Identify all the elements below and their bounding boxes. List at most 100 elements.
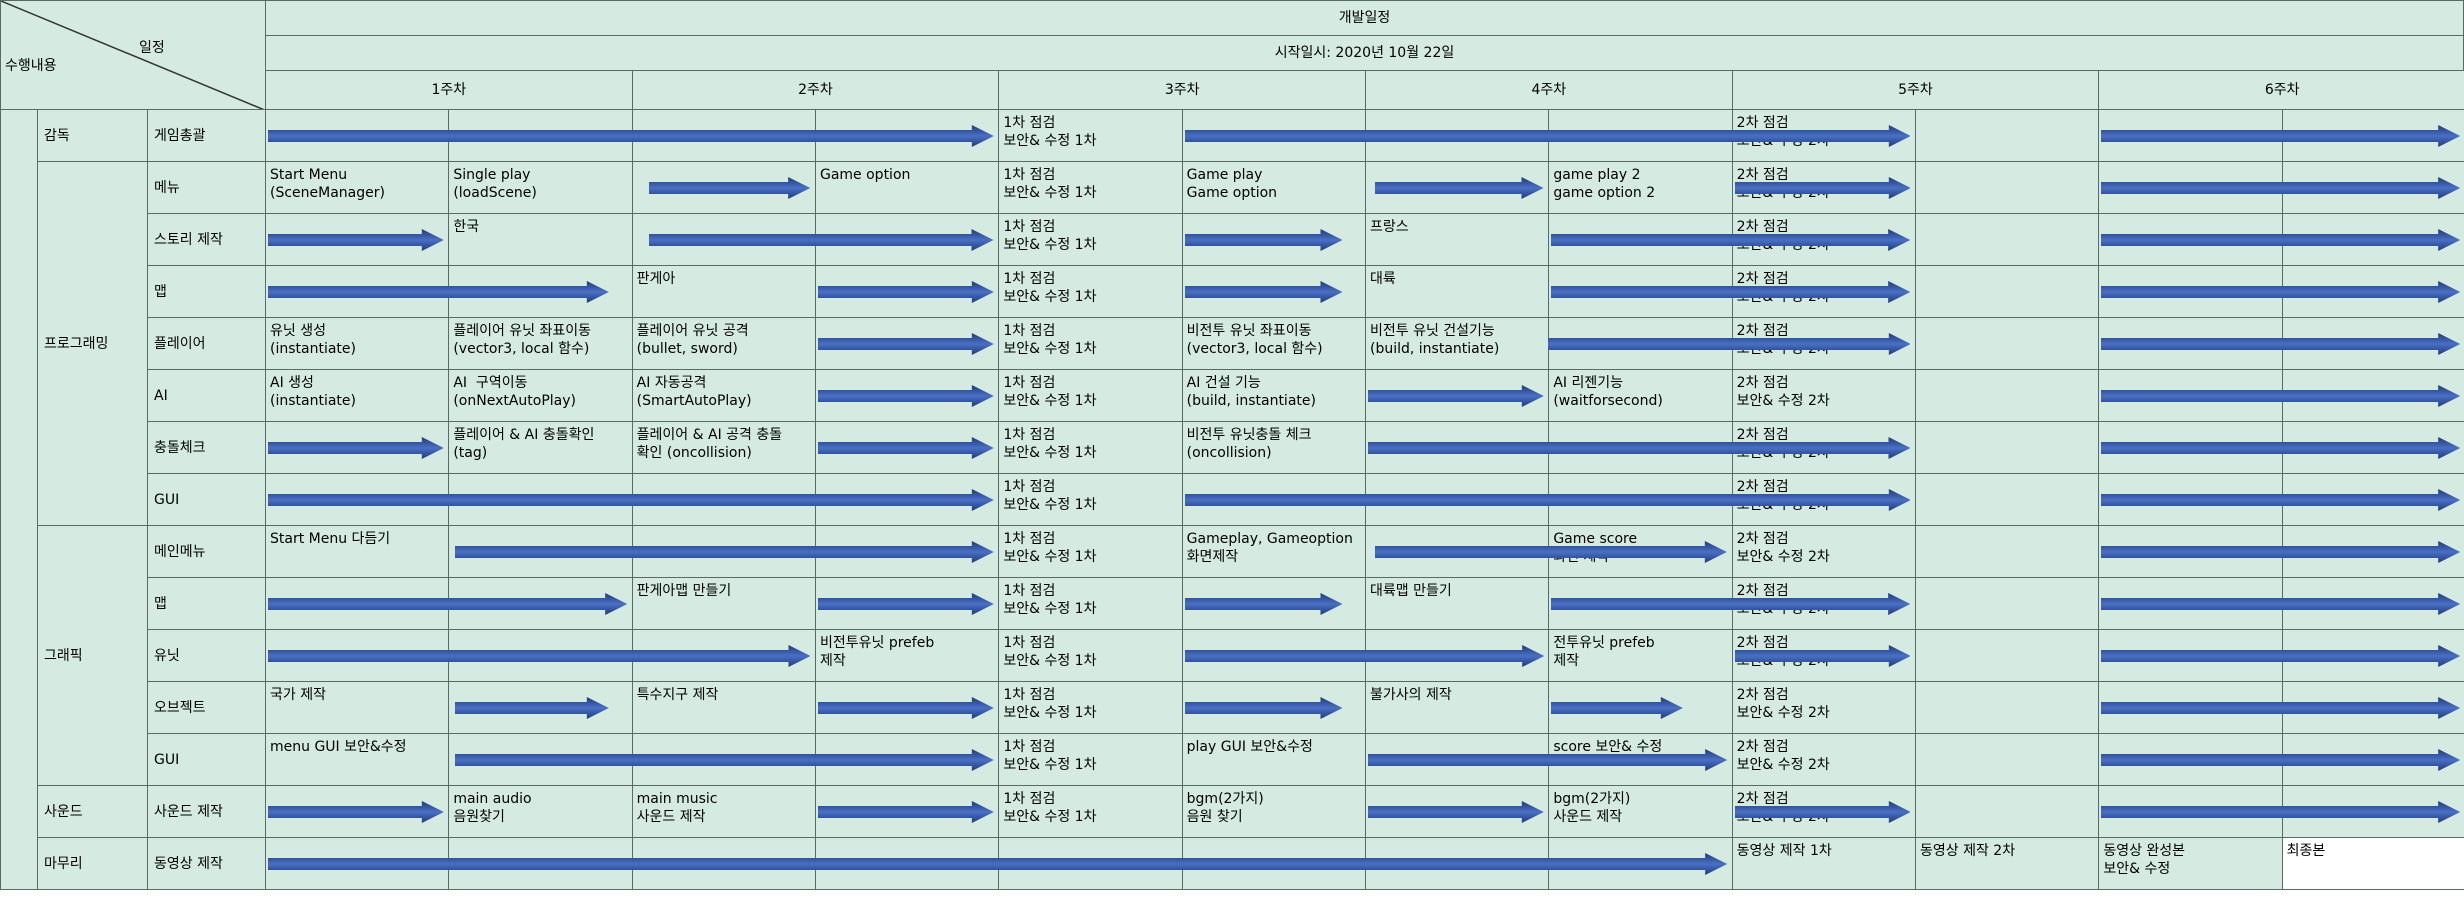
- arrow-shape: [1184, 697, 1343, 719]
- task-cell: 불가사의 제작: [1365, 682, 1550, 734]
- row-label: GUI: [148, 474, 266, 526]
- empty-cell: [1915, 526, 2100, 578]
- empty-cell: [1915, 474, 2100, 526]
- row-label: 사운드 제작: [148, 786, 266, 838]
- timeline-arrow: [454, 697, 609, 719]
- arrow-graphic: [2101, 697, 2461, 719]
- arrow-shape: [1551, 697, 1684, 719]
- task-cell: 프랑스: [1365, 214, 1550, 266]
- task-cell: AI 리젠기능 (waitforsecond): [1549, 370, 1733, 422]
- row-label: 메인메뉴: [148, 526, 266, 578]
- row-label: 게임총괄: [148, 110, 266, 162]
- group-label: 사운드: [38, 786, 148, 838]
- arrow-graphic: [2101, 437, 2461, 459]
- timeline-arrow: [268, 593, 628, 615]
- arrow-shape: [1367, 749, 1728, 771]
- task-cell: 1차 점검 보안& 수정 1차: [999, 422, 1183, 474]
- timeline-arrow: [817, 593, 994, 615]
- arrow-graphic: [454, 541, 994, 563]
- timeline-arrow: [817, 697, 994, 719]
- corner-cell: 수행내용 일정: [0, 0, 266, 110]
- arrow-shape: [1184, 229, 1343, 251]
- timeline-arrow: [1184, 489, 1911, 511]
- timeline-arrow: [2101, 125, 2461, 147]
- arrow-graphic: [268, 437, 444, 459]
- timeline-arrow: [268, 125, 994, 147]
- row-label: 유닛: [148, 630, 266, 682]
- row-label: AI: [148, 370, 266, 422]
- arrow-shape: [268, 437, 444, 459]
- arrow-shape: [1734, 177, 1911, 199]
- task-cell: 1차 점검 보안& 수정 1차: [999, 682, 1183, 734]
- timeline-arrow: [649, 229, 994, 251]
- arrow-shape: [2101, 437, 2461, 459]
- arrow-shape: [2101, 749, 2461, 771]
- arrow-graphic: [1184, 489, 1911, 511]
- arrow-graphic: [2101, 489, 2461, 511]
- arrow-graphic: [268, 593, 628, 615]
- timeline-arrow: [1367, 801, 1544, 823]
- timeline-arrow: [2101, 593, 2461, 615]
- start-date: 시작일시: 2020년 10월 22일: [266, 36, 2464, 71]
- timeline-arrow: [2101, 281, 2461, 303]
- task-cell: 판게아: [632, 266, 816, 318]
- timeline-arrow: [1734, 801, 1911, 823]
- arrow-shape: [454, 697, 609, 719]
- arrow-graphic: [2101, 749, 2461, 771]
- arrow-graphic: [1367, 437, 1911, 459]
- timeline-arrow: [1734, 645, 1911, 667]
- task-cell: 동영상 제작 1차: [1732, 838, 1916, 890]
- empty-cell: [1915, 630, 2100, 682]
- task-cell: 비전투 유닛충돌 체크 (oncollision): [1182, 422, 1366, 474]
- row-label: 오브젝트: [148, 682, 266, 734]
- arrow-shape: [817, 385, 994, 407]
- arrow-graphic: [268, 645, 811, 667]
- arrow-graphic: [649, 177, 811, 199]
- arrow-graphic: [2101, 229, 2461, 251]
- arrow-graphic: [268, 489, 994, 511]
- task-cell: 비전투 유닛 좌표이동 (vector3, local 함수): [1182, 318, 1366, 370]
- corner-diagonal-line: [1, 1, 265, 109]
- arrow-shape: [2101, 645, 2461, 667]
- task-cell: 한국: [449, 214, 633, 266]
- arrow-shape: [1375, 541, 1728, 563]
- task-cell: 비전투 유닛 건설기능 (build, instantiate): [1365, 318, 1550, 370]
- week-header: 2주차: [632, 71, 1000, 110]
- task-cell: bgm(2가지) 음원 찾기: [1182, 786, 1366, 838]
- arrow-graphic: [2101, 177, 2461, 199]
- empty-cell: [1915, 162, 2100, 214]
- task-cell: 2차 점검 보안& 수정 2차: [1732, 370, 1916, 422]
- arrow-shape: [1184, 489, 1911, 511]
- arrow-shape: [2101, 125, 2461, 147]
- arrow-shape: [817, 801, 994, 823]
- arrow-graphic: [268, 853, 1728, 875]
- timeline-arrow: [2101, 645, 2461, 667]
- task-cell: 특수지구 제작: [632, 682, 816, 734]
- timeline-arrow: [1375, 177, 1544, 199]
- arrow-graphic: [1375, 541, 1728, 563]
- arrow-shape: [1734, 801, 1911, 823]
- task-cell: 1차 점검 보안& 수정 1차: [999, 786, 1183, 838]
- arrow-shape: [1367, 437, 1911, 459]
- timeline-arrow: [1367, 437, 1911, 459]
- task-cell: 유닛 생성 (instantiate): [266, 318, 450, 370]
- arrow-graphic: [2101, 593, 2461, 615]
- task-cell: main music 사운드 제작: [632, 786, 816, 838]
- arrow-shape: [454, 541, 994, 563]
- arrow-graphic: [817, 281, 994, 303]
- timeline-arrow: [1551, 281, 1911, 303]
- arrow-shape: [2101, 229, 2461, 251]
- arrow-graphic: [1184, 229, 1343, 251]
- arrow-shape: [2101, 333, 2461, 355]
- row-label: 동영상 제작: [148, 838, 266, 890]
- arrow-shape: [268, 489, 994, 511]
- arrow-graphic: [2101, 385, 2461, 407]
- schedule-title: 개발일정: [266, 0, 2464, 36]
- empty-cell: [1915, 734, 2100, 786]
- task-cell: 1차 점검 보안& 수정 1차: [999, 214, 1183, 266]
- task-cell: 1차 점검 보안& 수정 1차: [999, 474, 1183, 526]
- task-cell: 플레이어 유닛 공격 (bullet, sword): [632, 318, 816, 370]
- timeline-arrow: [268, 437, 444, 459]
- timeline-arrow: [1184, 229, 1343, 251]
- empty-cell: [1915, 214, 2100, 266]
